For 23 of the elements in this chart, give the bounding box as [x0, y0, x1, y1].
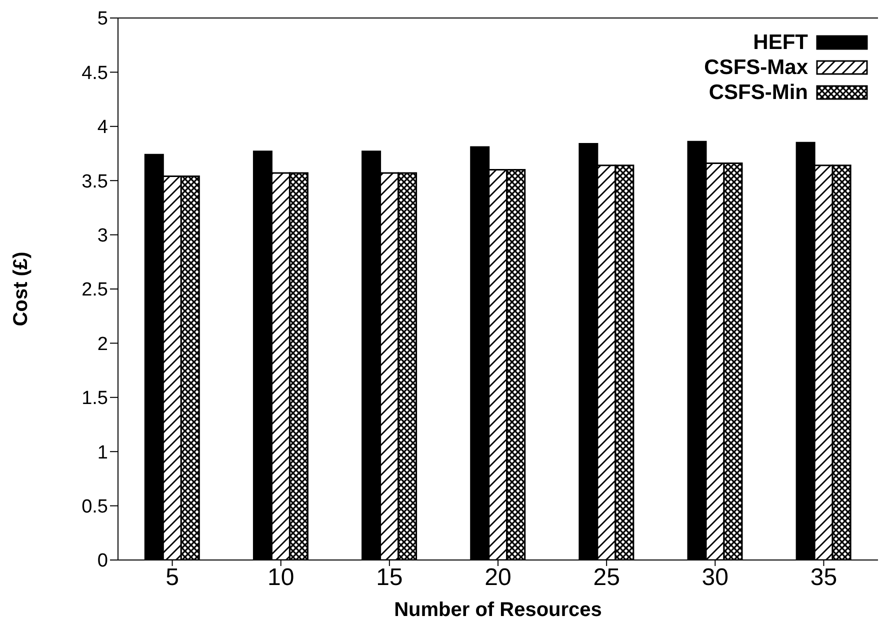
- y-tick-label: 3.5: [82, 171, 108, 192]
- legend-label: CSFS-Min: [708, 80, 808, 105]
- legend-label: HEFT: [753, 30, 808, 55]
- x-tick-label: 15: [376, 564, 403, 592]
- y-tick-label: 1: [97, 442, 108, 464]
- y-axis-title: Cost (£): [10, 252, 32, 326]
- x-tick-label: 5: [166, 564, 179, 592]
- legend-label: CSFS-Max: [704, 55, 808, 80]
- x-tick-label: 10: [268, 564, 294, 592]
- y-tick-label: 3: [97, 226, 108, 247]
- x-tick-label: 35: [810, 564, 838, 592]
- y-tick-label: 4.5: [82, 62, 108, 84]
- x-tick-label: 20: [484, 564, 512, 592]
- x-tick-label: 30: [702, 564, 728, 592]
- x-tick-label: 25: [593, 564, 620, 592]
- y-tick-label: 5: [97, 8, 108, 30]
- x-axis-title: Number of Resources: [394, 599, 602, 621]
- y-tick-label: 0: [97, 550, 108, 572]
- y-tick-label: 1.5: [82, 388, 108, 410]
- y-tick-label: 0.5: [82, 496, 108, 518]
- y-tick-label: 4: [97, 117, 108, 138]
- y-tick-label: 2: [97, 334, 108, 355]
- y-tick-label: 2.5: [82, 280, 108, 301]
